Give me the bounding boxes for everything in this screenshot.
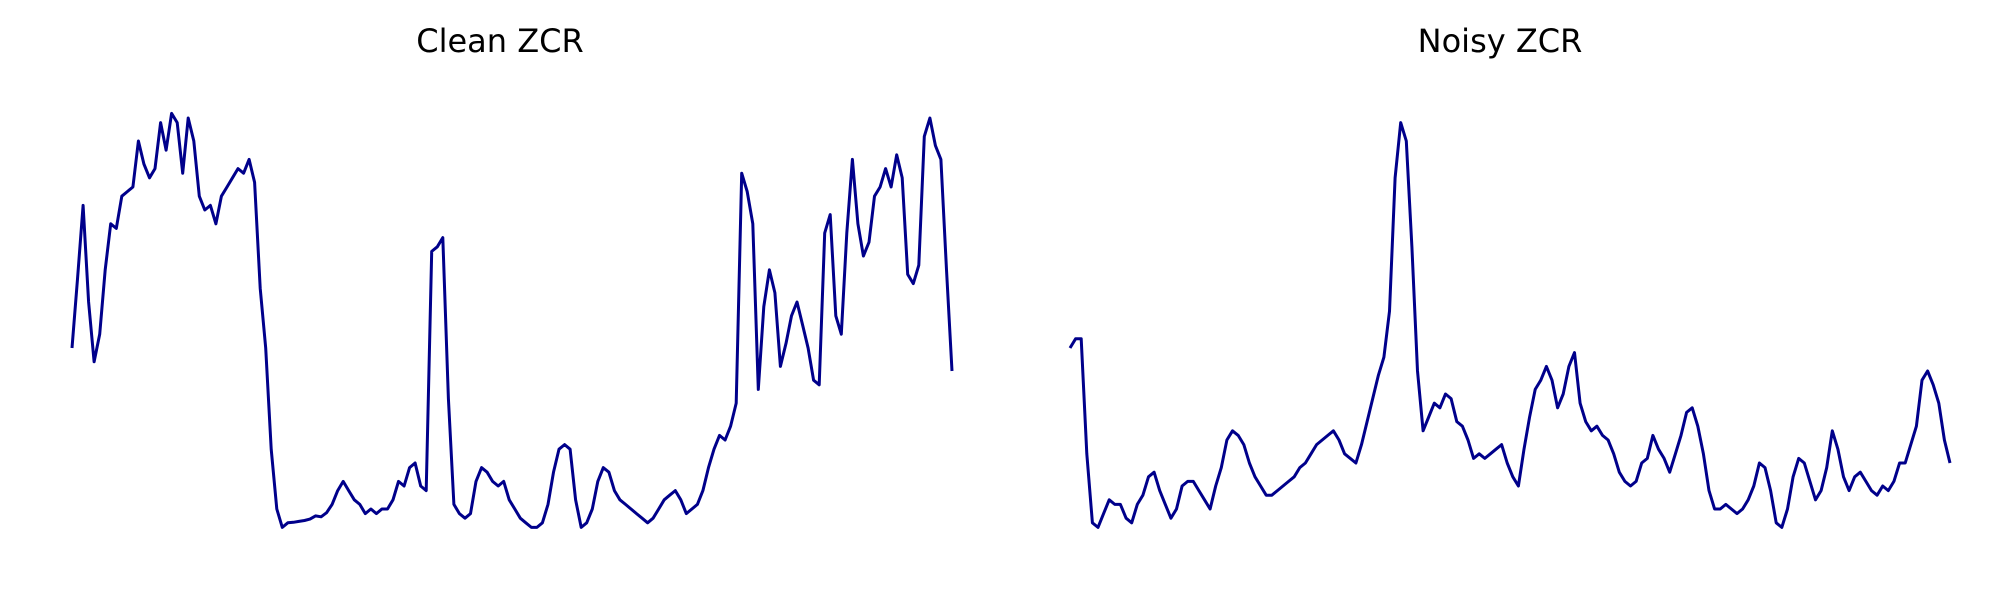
chart-title: Noisy ZCR [1417, 22, 1583, 60]
series-line [70, 111, 954, 529]
noisy-zcr-plot [1068, 121, 1952, 529]
clean-zcr-panel: Clean ZCR [70, 22, 954, 529]
clean-zcr-plot [70, 111, 954, 529]
series-line [1068, 121, 1952, 529]
chart-title: Clean ZCR [416, 22, 584, 60]
noisy-zcr-panel: Noisy ZCR [1000, 0, 2000, 600]
